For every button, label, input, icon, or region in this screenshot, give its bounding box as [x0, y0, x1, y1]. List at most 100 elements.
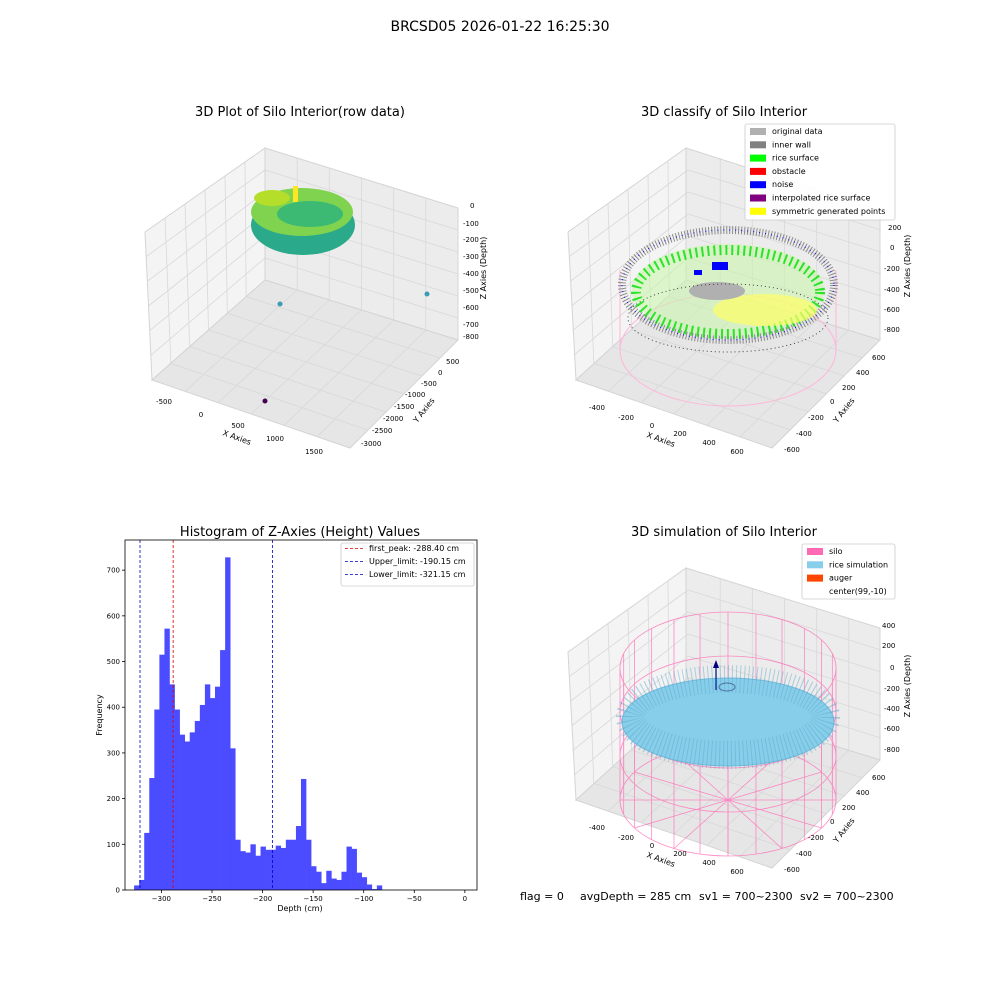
- histogram-bar: [316, 871, 322, 890]
- histogram-bar: [351, 848, 357, 890]
- histogram-bar: [371, 889, 378, 890]
- z-tick-label: -600: [463, 304, 479, 312]
- histogram-xlabel: Depth (cm): [277, 904, 322, 913]
- histogram-bar: [331, 878, 337, 890]
- panel-classify-3d-title: 3D classify of Silo Interior: [641, 105, 808, 120]
- x-tick-label: 600: [730, 868, 743, 876]
- rice-simulation-texture: [616, 665, 840, 769]
- panel-raw-3d-zlabel: Z Axies (Depth): [479, 237, 488, 300]
- z-tick-label: -400: [884, 286, 900, 294]
- histogram-bar: [301, 778, 307, 890]
- x-tick-label: 0: [463, 895, 467, 903]
- outlier-point: [262, 398, 268, 404]
- x-tick-label: −250: [202, 895, 221, 903]
- classified-silo: [618, 226, 838, 407]
- x-tick-label: −200: [253, 895, 272, 903]
- panel-simulation-3d-z-ticks: 400 200 0 -200 -400 -600 -800: [882, 622, 900, 754]
- histogram-bar: [209, 698, 216, 890]
- figure-suptitle: BRCSD05 2026-01-22 16:25:30: [390, 19, 609, 35]
- noise-cluster: [712, 262, 728, 270]
- histogram-bar: [336, 879, 342, 890]
- histogram-bar: [164, 628, 170, 890]
- z-tick-label: 0: [890, 244, 894, 252]
- legend-swatch: [807, 561, 823, 569]
- legend-label: rice surface: [772, 154, 819, 163]
- panel-simulation-3d-title: 3D simulation of Silo Interior: [631, 525, 818, 540]
- histogram-bar: [174, 709, 180, 890]
- y-tick-label: 0: [116, 887, 120, 895]
- status-sv1: sv1 = 700~2300: [699, 890, 793, 903]
- legend-label: auger: [829, 574, 853, 583]
- histogram-bar: [225, 557, 231, 890]
- legend-label: original data: [772, 127, 823, 136]
- y-tick-label: 400: [856, 369, 869, 377]
- z-tick-label: -400: [884, 705, 900, 713]
- auger-base: [718, 682, 736, 692]
- y-tick-label: 600: [872, 354, 885, 362]
- y-tick-label: 500: [107, 658, 120, 666]
- histogram-bar: [265, 849, 271, 890]
- histogram-bar: [366, 884, 373, 890]
- histogram-bar: [275, 845, 282, 890]
- histogram-bar: [306, 839, 312, 890]
- legend-label: Lower_limit: -321.15 cm: [369, 570, 466, 579]
- legend-swatch: [750, 181, 766, 189]
- z-tick-label: -800: [884, 326, 900, 334]
- histogram-bar: [179, 734, 185, 890]
- legend-frame: [744, 123, 896, 221]
- histogram-bar: [159, 654, 165, 890]
- gridline: [593, 782, 792, 851]
- panel-raw-3d: 3D Plot of Silo Interior(row data) -500 …: [144, 105, 488, 456]
- panel-histogram: Histogram of Z-Axies (Height) Values −30…: [95, 525, 478, 913]
- z-tick-label: -700: [463, 321, 479, 329]
- raw-point-cloud: [251, 186, 430, 404]
- legend-swatch: [750, 167, 766, 175]
- y-tick-label: 0: [830, 398, 834, 406]
- z-tick-label: -200: [463, 236, 479, 244]
- histogram-axes-frame: [124, 539, 478, 891]
- z-tick-label: 0: [470, 202, 474, 210]
- y-tick-label: -2500: [372, 427, 392, 435]
- histogram-bar: [295, 826, 302, 890]
- x-tick-label: -500: [156, 398, 172, 406]
- x-tick-label: −100: [354, 895, 373, 903]
- panel-simulation-3d-x-ticks: -400 -200 0 200 400 600: [589, 824, 744, 876]
- y-tick-label: 600: [107, 612, 120, 620]
- z-tick-label: -800: [463, 333, 479, 341]
- rice-simulation-body: [621, 677, 835, 767]
- panel-classify-3d-z-ticks: 200 0 -200 -400 -600 -800: [884, 224, 901, 334]
- x-tick-label: 1500: [305, 448, 323, 456]
- histogram-bar: [311, 866, 317, 890]
- histogram-bar: [230, 748, 236, 890]
- panel-raw-3d-y-ticks: 500 0 -500 -1000 -1500 -2000 -2500 -3000: [361, 358, 459, 448]
- x-tick-label: 400: [702, 859, 715, 867]
- gridline: [593, 362, 792, 431]
- histogram-bar: [220, 650, 226, 890]
- silo-wire-spoke: [727, 799, 822, 829]
- y-tick-label: 300: [107, 749, 120, 757]
- histogram-bar: [285, 839, 292, 890]
- z-tick-label: 400: [882, 622, 895, 630]
- histogram-bar: [154, 709, 160, 890]
- z-tick-label: 200: [888, 224, 901, 232]
- x-tick-label: 0: [199, 411, 203, 419]
- panel-classify-3d-zlabel: Z Axies (Depth): [903, 235, 912, 298]
- silo-wire-spoke: [634, 771, 729, 801]
- x-tick-label: 200: [673, 850, 686, 858]
- y-tick-label: -3000: [361, 440, 381, 448]
- outlier-point: [424, 291, 430, 297]
- legend-entries: first_peak: -288.40 cm Upper_limit: -190.…: [345, 544, 466, 579]
- z-tick-label: -600: [884, 306, 900, 314]
- y-tick-label: -200: [808, 834, 824, 842]
- x-tick-label: 600: [730, 448, 743, 456]
- legend-label: inner wall: [772, 140, 811, 149]
- legend-label: rice simulation: [829, 560, 888, 569]
- status-flag: flag = 0: [520, 890, 564, 903]
- z-tick-label: -200: [884, 685, 900, 693]
- y-tick-label: 400: [856, 789, 869, 797]
- histogram-bar: [376, 885, 383, 890]
- histogram-bar: [245, 852, 251, 890]
- x-tick-label: −50: [407, 895, 422, 903]
- x-tick-label: 200: [673, 430, 686, 438]
- y-tick-label: 100: [107, 841, 120, 849]
